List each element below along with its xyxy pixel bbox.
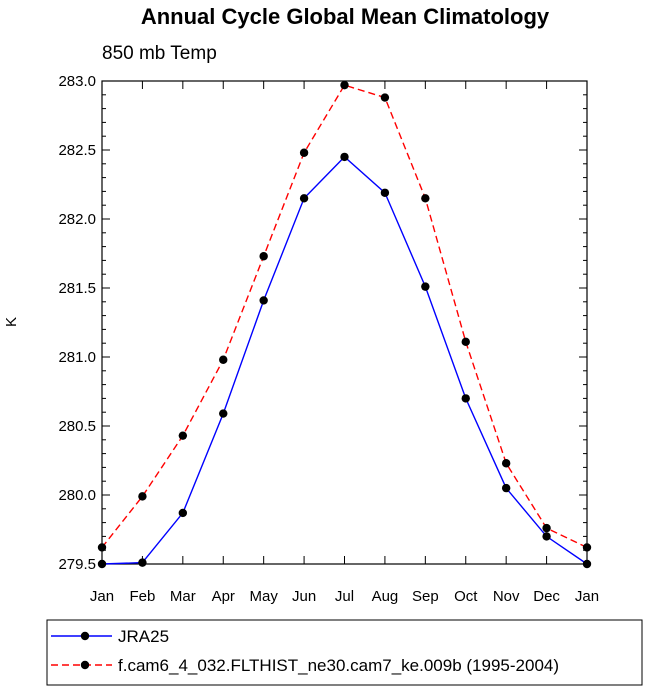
legend-label-2: f.cam6_4_032.FLTHIST_ne30.cam7_ke.009b (… xyxy=(118,656,559,675)
data-point xyxy=(421,282,430,291)
data-point xyxy=(340,152,349,162)
legend-label-1: JRA25 xyxy=(118,627,169,646)
legend-box xyxy=(46,619,643,686)
data-point xyxy=(340,80,349,90)
data-point xyxy=(178,508,188,518)
x-tick-label: Feb xyxy=(129,588,155,605)
y-tick-label: 280.5 xyxy=(58,418,96,435)
series-line-1 xyxy=(101,155,588,565)
data-point xyxy=(501,483,511,493)
data-point xyxy=(542,532,551,541)
legend: JRA25 f.cam6_4_032.FLTHIST_ne30.cam7_ke.0… xyxy=(46,619,643,686)
x-tick-label: Dec xyxy=(533,588,560,605)
data-point xyxy=(380,188,390,197)
chart-title: Annual Cycle Global Mean Climatology xyxy=(141,4,550,29)
data-point xyxy=(138,558,147,567)
y-tick-label: 280.0 xyxy=(58,487,96,504)
x-tick-label: Jun xyxy=(292,588,316,605)
x-tick-label: Apr xyxy=(212,588,235,605)
data-point xyxy=(501,459,511,468)
y-tick-label: 282.5 xyxy=(58,142,96,159)
series-layer xyxy=(97,80,592,569)
x-tick-label: Mar xyxy=(170,588,196,605)
y-tick-label: 279.5 xyxy=(58,556,96,573)
data-point xyxy=(219,355,228,364)
data-point xyxy=(299,148,309,157)
data-point xyxy=(380,93,390,102)
y-axis-label: K xyxy=(3,317,20,327)
x-tick-label: Sep xyxy=(412,588,439,605)
y-axis-ticks: 279.5 280.0 280.5 281.0 281.5 282.0 282.5 283.0 xyxy=(58,73,587,573)
data-point xyxy=(259,296,268,305)
y-tick-label: 281.5 xyxy=(58,280,96,297)
data-point xyxy=(461,337,470,347)
data-point xyxy=(259,252,268,261)
data-point xyxy=(97,559,107,569)
data-point xyxy=(421,194,430,203)
x-tick-label: Nov xyxy=(493,588,520,605)
legend-marker xyxy=(80,631,90,641)
x-axis-ticks: Jan Feb Mar Apr May Jun Jul Aug Sep Oct Nov Dec Jan xyxy=(90,81,599,605)
data-point xyxy=(299,194,309,203)
y-tick-label: 282.0 xyxy=(58,211,96,228)
x-tick-label: Jan xyxy=(90,588,114,605)
data-point xyxy=(97,543,107,552)
y-tick-label: 281.0 xyxy=(58,349,96,366)
x-tick-label: Aug xyxy=(372,588,399,605)
x-tick-label: Oct xyxy=(454,588,478,605)
x-tick-label: May xyxy=(249,588,278,605)
data-point xyxy=(542,523,551,533)
y-tick-label: 283.0 xyxy=(58,73,96,90)
x-tick-label: Jan xyxy=(575,588,599,605)
data-point xyxy=(582,543,592,552)
data-point xyxy=(582,559,592,569)
chart-subtitle: 850 mb Temp xyxy=(102,43,217,64)
legend-marker xyxy=(80,660,90,670)
data-point xyxy=(178,431,188,440)
data-point xyxy=(219,409,228,418)
data-point xyxy=(138,492,147,501)
x-tick-label: Jul xyxy=(335,588,354,605)
data-point xyxy=(461,394,470,403)
